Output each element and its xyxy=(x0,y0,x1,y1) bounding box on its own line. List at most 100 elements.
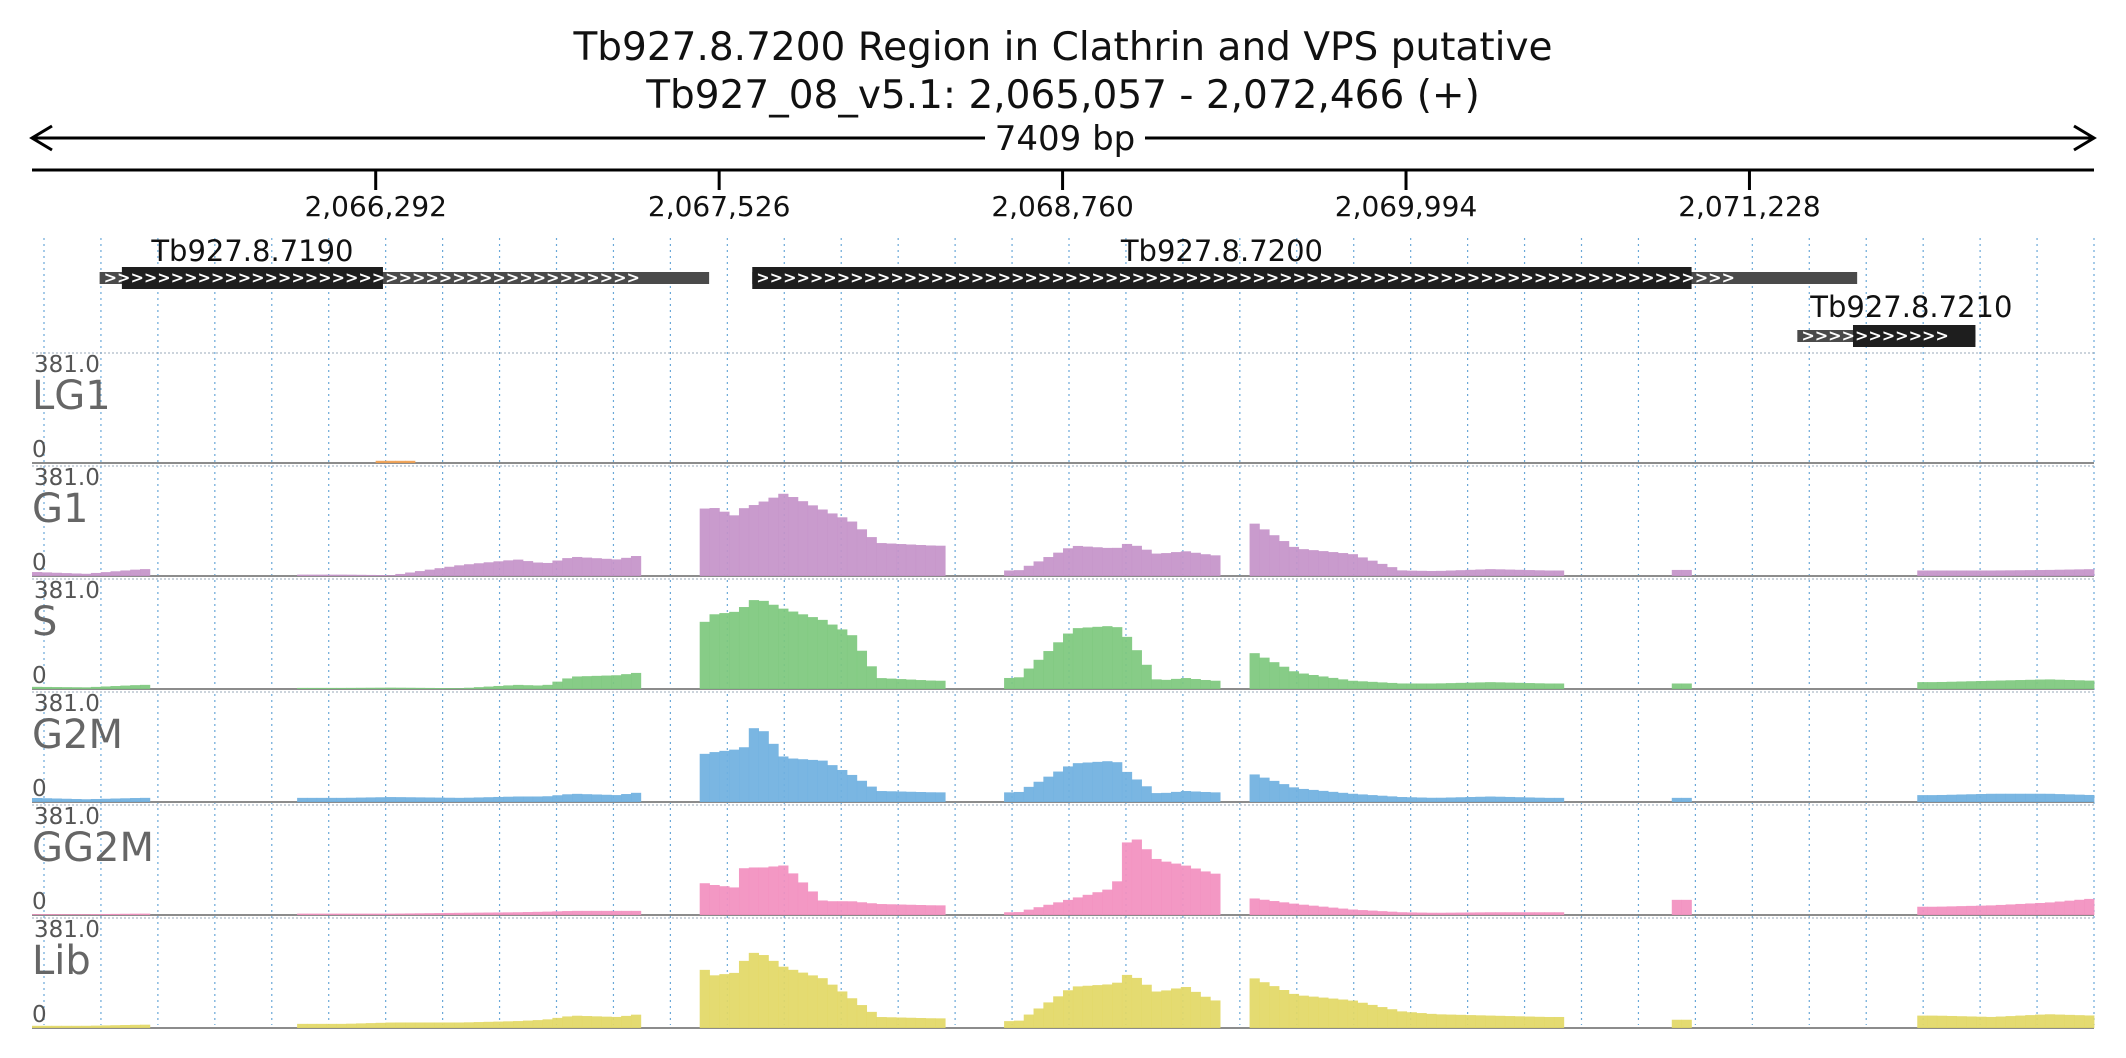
coverage-bar xyxy=(365,913,377,915)
coverage-bar xyxy=(1328,998,1339,1028)
coverage-bar xyxy=(758,731,769,802)
coverage-bar xyxy=(316,913,327,915)
coverage-bar xyxy=(493,685,504,689)
coverage-bar xyxy=(856,650,868,689)
coverage-bar xyxy=(326,1023,337,1028)
coverage-bar xyxy=(444,566,455,576)
coverage-bar xyxy=(562,558,573,576)
coverage-bar xyxy=(1475,912,1486,915)
coverage-bar xyxy=(827,624,838,689)
track-zero-label: 0 xyxy=(32,889,47,915)
coverage-bar xyxy=(542,911,553,915)
gene-cds xyxy=(121,267,383,289)
coverage-bar xyxy=(32,914,43,915)
coverage-bar xyxy=(61,573,72,576)
coverage-bar xyxy=(1956,570,1967,576)
coverage-bar xyxy=(1151,793,1162,802)
coverage-bar xyxy=(140,1024,151,1028)
coverage-bar xyxy=(1514,797,1525,802)
coverage-bar xyxy=(591,794,602,802)
coverage-bar xyxy=(454,797,465,802)
coverage-bar xyxy=(473,1022,485,1028)
coverage-bar xyxy=(1956,794,1967,802)
coverage-bar xyxy=(385,687,396,689)
coverage-bar xyxy=(1013,791,1025,802)
coverage-bar xyxy=(562,794,573,802)
coverage-bar xyxy=(1917,1015,1928,1028)
coverage-bar xyxy=(41,798,53,802)
coverage-bar xyxy=(719,974,730,1028)
coverage-bar xyxy=(1171,988,1182,1028)
coverage-bar xyxy=(1033,781,1044,802)
coverage-bar xyxy=(1917,570,1928,576)
coverage-bar xyxy=(503,912,514,915)
coverage-bar xyxy=(1053,771,1064,802)
coverage-bar xyxy=(140,797,151,802)
coverage-bar xyxy=(1092,761,1103,802)
coverage-bar xyxy=(925,1018,936,1028)
coverage-bar xyxy=(1524,797,1535,802)
coverage-bar xyxy=(1445,797,1457,802)
coverage-bar xyxy=(1936,1015,1948,1028)
coverage-bar xyxy=(464,912,475,915)
coverage-bar xyxy=(817,619,828,689)
coverage-bar xyxy=(356,574,367,576)
coverage-bar xyxy=(1180,865,1192,915)
coverage-bar xyxy=(306,687,318,689)
coverage-bar xyxy=(886,904,897,915)
coverage-bar xyxy=(1328,907,1339,915)
coverage-bar xyxy=(1249,978,1260,1028)
coverage-bar xyxy=(2025,679,2036,689)
coverage-bar xyxy=(1279,902,1290,915)
coverage-bar xyxy=(1259,657,1270,689)
coverage-bar xyxy=(630,792,642,802)
coverage-bar xyxy=(1936,570,1948,576)
coverage-bar xyxy=(1377,1007,1388,1028)
coverage-bar xyxy=(1337,553,1349,576)
coverage-bar xyxy=(513,1021,524,1028)
coverage-bar xyxy=(1406,797,1417,802)
coverage-bar xyxy=(375,460,386,463)
coverage-bar xyxy=(2025,793,2036,802)
coverage-bar xyxy=(601,910,612,915)
coverage-bar xyxy=(758,867,769,915)
coverage-bar xyxy=(405,913,416,915)
coverage-bar xyxy=(552,1017,563,1028)
coverage-bar xyxy=(1985,680,1997,689)
coverage-bar xyxy=(1249,774,1260,802)
coverage-bar xyxy=(768,866,779,915)
coverage-bar xyxy=(1200,791,1211,802)
coverage-bar xyxy=(1553,570,1565,576)
coverage-bar xyxy=(1318,906,1329,915)
coverage-bar xyxy=(601,558,612,576)
coverage-bar xyxy=(709,614,720,689)
coverage-bar xyxy=(699,883,710,915)
coverage-bar xyxy=(601,1016,612,1028)
coverage-bar xyxy=(866,903,877,915)
coverage-bar xyxy=(1190,791,1201,802)
tick-label: 2,067,526 xyxy=(648,190,791,223)
coverage-bar xyxy=(1495,569,1506,576)
coverage-bar xyxy=(729,972,740,1028)
coverage-bar xyxy=(2044,902,2056,915)
coverage-bar xyxy=(454,1022,465,1028)
coverage-bar xyxy=(719,511,730,576)
track-name: G2M xyxy=(32,712,123,758)
coverage-bar xyxy=(444,1022,455,1028)
coverage-bar xyxy=(473,912,485,915)
coverage-bar xyxy=(1553,797,1565,802)
coverage-bar xyxy=(562,911,573,915)
coverage-bar xyxy=(375,1022,386,1028)
coverage-bar xyxy=(758,501,769,576)
coverage-bar xyxy=(1288,671,1300,689)
coverage-bar xyxy=(1485,912,1496,915)
coverage-bar xyxy=(326,797,337,802)
coverage-bar xyxy=(464,1022,475,1028)
coverage-bar xyxy=(846,774,858,802)
coverage-bar xyxy=(1328,677,1339,689)
coverage-bar xyxy=(61,1025,72,1028)
coverage-bar xyxy=(591,910,602,915)
coverage-bar xyxy=(1995,680,2007,689)
coverage-bar xyxy=(1553,683,1565,689)
coverage-bar xyxy=(768,497,779,576)
